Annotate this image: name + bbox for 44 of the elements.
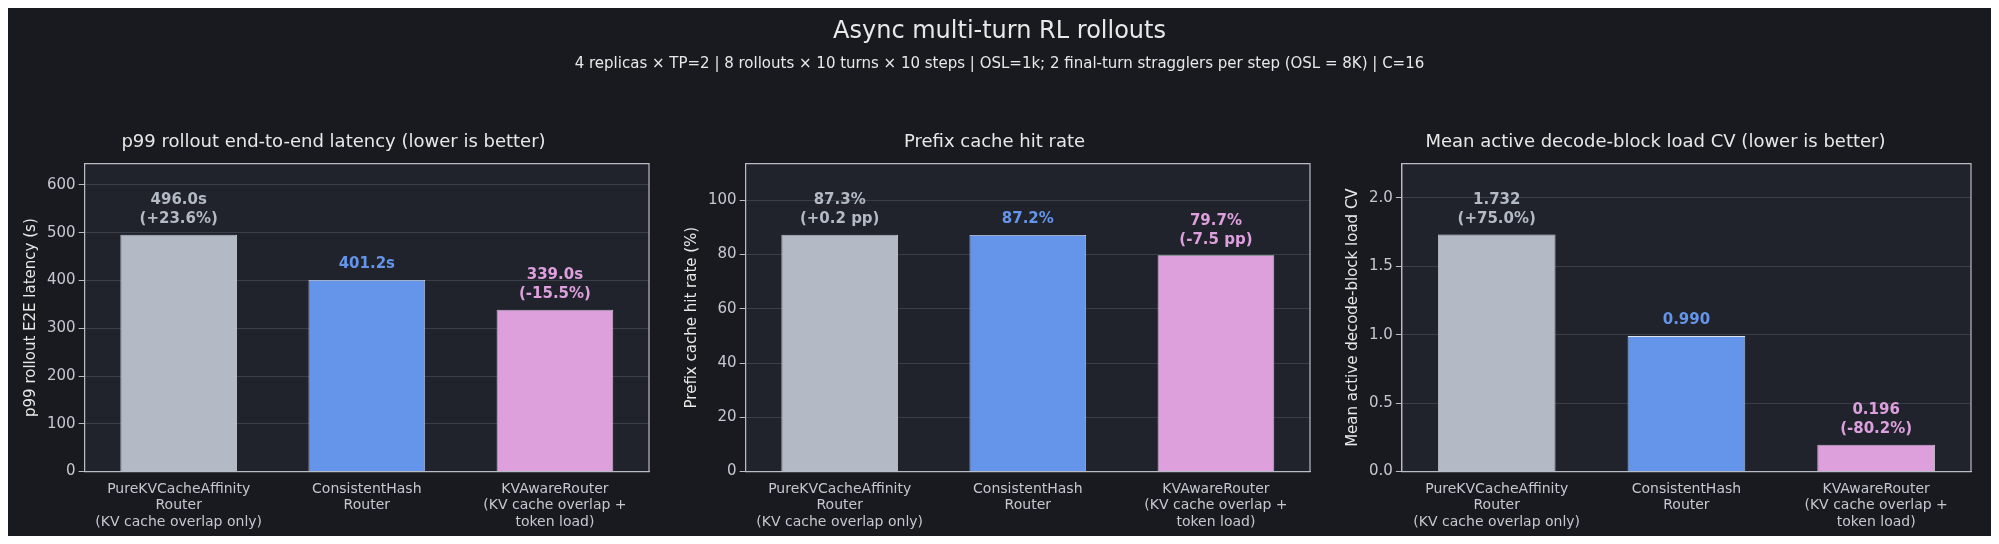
- y-tick-label: 20: [717, 407, 737, 426]
- data-label: 339.0s (-15.5%): [518, 265, 591, 303]
- y-tick-label: 0: [727, 461, 737, 480]
- x-tick-label: KVAwareRouter (KV cache overlap + token load): [483, 479, 627, 530]
- data-label: 79.7% (-7.5 pp): [1179, 210, 1253, 248]
- y-tick-label: 100: [707, 190, 737, 209]
- y-axis-title: Prefix cache hit rate (%): [681, 226, 700, 409]
- data-label: 87.2%: [1001, 209, 1054, 228]
- y-tick-label: 1.5: [1369, 256, 1393, 275]
- x-tick-label: ConsistentHash Router: [312, 479, 422, 513]
- y-tick-label: 1.0: [1369, 324, 1393, 343]
- data-label: 1.732 (+75.0%): [1457, 189, 1536, 227]
- y-tick-label: 80: [717, 244, 737, 263]
- text: Async multi-turn RL rollouts: [832, 15, 1167, 44]
- x-tick-label: ConsistentHash Router: [973, 479, 1083, 513]
- x-tick-label: PureKVCacheAffinity Router (KV cache overlap only): [1413, 479, 1581, 530]
- chart-title: Prefix cache hit rate: [903, 130, 1086, 152]
- x-tick-label: KVAwareRouter (KV cache overlap + token load): [1144, 479, 1288, 530]
- y-tick-label: 400: [46, 270, 76, 289]
- y-tick-label: 500: [46, 222, 76, 241]
- y-tick-label: 0: [66, 461, 76, 480]
- x-tick-label: ConsistentHash Router: [1631, 479, 1742, 513]
- y-tick-label: 0.5: [1369, 393, 1393, 412]
- y-tick-label: 300: [46, 318, 76, 337]
- y-tick-label: 2.0: [1369, 187, 1393, 206]
- chart-title: p99 rollout end-to-end latency (lower is better): [121, 130, 546, 152]
- y-tick-label: 100: [46, 413, 76, 432]
- y-tick-label: 600: [46, 174, 76, 193]
- y-tick-label: 200: [46, 365, 76, 384]
- data-label: 87.3% (+0.2 pp): [799, 190, 880, 228]
- text: 4 replicas × TP=2 | 8 rollouts × 10 turns × 10 steps | OSL=1k; 2 final-turn stragglers per step (OSL = 8K) | C=16: [573, 54, 1426, 72]
- y-axis-title: Mean active decode-block load CV: [1342, 187, 1361, 447]
- y-tick-label: 40: [717, 352, 737, 371]
- y-tick-label: 0.0: [1369, 461, 1393, 480]
- data-label: 401.2s: [338, 254, 396, 273]
- x-tick-label: PureKVCacheAffinity Router (KV cache overlap only): [756, 479, 924, 530]
- data-label: 0.990: [1662, 310, 1711, 329]
- x-tick-label: PureKVCacheAffinity Router (KV cache overlap only): [95, 479, 263, 530]
- data-label: 0.196 (-80.2%): [1840, 400, 1913, 438]
- y-tick-label: 60: [717, 298, 737, 317]
- chart-title: Mean active decode-block load CV (lower is better): [1425, 130, 1886, 152]
- x-tick-label: KVAwareRouter (KV cache overlap + token load): [1804, 479, 1948, 530]
- y-axis-title: p99 rollout E2E latency (s): [20, 218, 39, 417]
- data-label: 496.0s (+23.6%): [139, 190, 218, 228]
